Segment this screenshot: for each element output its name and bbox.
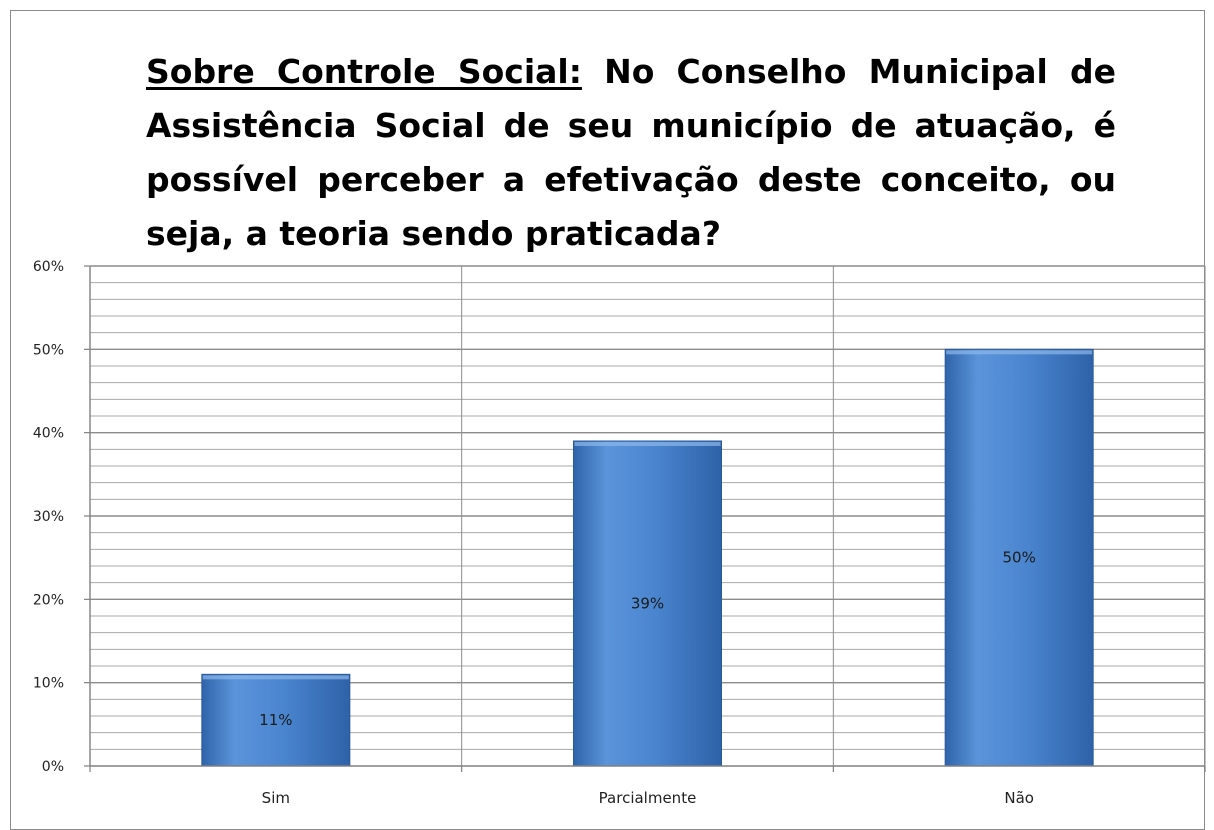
bar-highlight [202,675,349,680]
x-tick-label: Sim [262,789,290,807]
data-label: 11% [259,711,292,729]
axes [84,265,1206,772]
y-tick-label: 10% [33,676,64,692]
bar-highlight [574,442,721,446]
bar [201,673,351,767]
data-label: 50% [1002,549,1035,567]
bar [944,348,1094,767]
bar-parcialmente [573,440,722,767]
labels: 11% 39% 50% 0% 10% 20% 30% 40% 50% 60% Sim Parcialm… [33,259,1036,807]
x-tick-label: Parcialmente [599,789,697,807]
data-label: 39% [631,595,664,613]
chart-title-rest: No Conselho Municipal de Assistência Soc… [146,52,1116,253]
y-tick-label: 30% [33,509,64,525]
y-tick-label: 40% [33,426,64,442]
y-tick-label: 20% [33,592,64,608]
y-tick-label: 0% [42,759,64,775]
bar-highlight [946,350,1093,355]
x-tick-label: Não [1004,789,1034,807]
bars [201,348,1094,767]
chart-title-lead: Sobre Controle Social: [146,52,582,91]
chart-title: Sobre Controle Social: No Conselho Munic… [146,45,1116,261]
y-tick-label: 50% [33,342,64,358]
y-tick-label: 60% [33,259,64,275]
bar-sim [201,673,351,767]
bar [573,440,722,767]
bar-não [944,348,1094,767]
